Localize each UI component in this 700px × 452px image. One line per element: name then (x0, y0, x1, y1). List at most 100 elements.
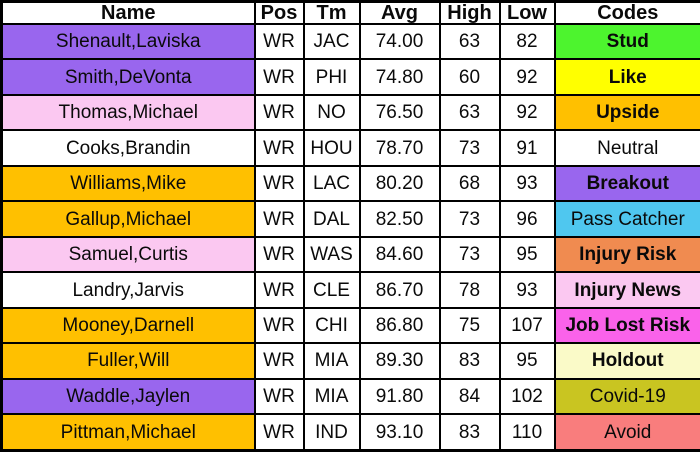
avg-cell: 82.50 (358, 200, 441, 238)
high-cell: 73 (438, 235, 501, 274)
high-cell: 63 (438, 22, 501, 61)
team-cell: PHI (302, 58, 361, 96)
high-cell: 60 (438, 58, 501, 96)
team-cell: CLE (302, 271, 361, 309)
code-cell: Stud (553, 22, 700, 61)
player-name-cell: Shenault,Laviska (0, 22, 256, 61)
player-name-cell: Fuller,Will (0, 342, 256, 380)
code-cell: Neutral (553, 129, 700, 167)
code-cell: Like (553, 58, 700, 96)
player-name-cell: Waddle,Jaylen (0, 377, 256, 416)
high-cell: 68 (438, 164, 501, 203)
code-cell: Breakout (553, 164, 700, 203)
player-name-cell: Pittman,Michael (0, 413, 256, 452)
code-cell: Covid-19 (553, 377, 700, 416)
pos-cell: WR (253, 235, 305, 274)
header-tm: Tm (302, 0, 361, 25)
header-low: Low (498, 0, 556, 25)
high-cell: 78 (438, 271, 501, 309)
player-name-cell: Cooks,Brandin (0, 129, 256, 167)
table-row: Thomas,Michael WR NO 76.50 63 92 Upside (0, 93, 700, 132)
table-row: Pittman,Michael WR IND 93.10 83 110 Avoi… (0, 413, 700, 452)
player-name-cell: Smith,DeVonta (0, 58, 256, 96)
table-row: Waddle,Jaylen WR MIA 91.80 84 102 Covid-… (0, 377, 700, 416)
pos-cell: WR (253, 93, 305, 132)
low-cell: 96 (498, 200, 556, 238)
header-pos: Pos (253, 0, 305, 25)
team-cell: NO (302, 93, 361, 132)
table-row: Williams,Mike WR LAC 80.20 68 93 Breakou… (0, 164, 700, 203)
team-cell: IND (302, 413, 361, 452)
high-cell: 83 (438, 413, 501, 452)
header-codes: Codes (553, 0, 700, 25)
table-row: Mooney,Darnell WR CHI 86.80 75 107 Job L… (0, 306, 700, 345)
header-row: Name Pos Tm Avg High Low Codes (0, 0, 700, 25)
pos-cell: WR (253, 413, 305, 452)
high-cell: 75 (438, 306, 501, 345)
avg-cell: 84.60 (358, 235, 441, 274)
team-cell: HOU (302, 129, 361, 167)
player-name-cell: Thomas,Michael (0, 93, 256, 132)
avg-cell: 89.30 (358, 342, 441, 380)
table-row: Smith,DeVonta WR PHI 74.80 60 92 Like (0, 58, 700, 96)
header-name: Name (0, 0, 256, 25)
low-cell: 93 (498, 164, 556, 203)
table-row: Samuel,Curtis WR WAS 84.60 73 95 Injury … (0, 235, 700, 274)
code-cell: Pass Catcher (553, 200, 700, 238)
code-cell: Injury Risk (553, 235, 700, 274)
low-cell: 82 (498, 22, 556, 61)
team-cell: WAS (302, 235, 361, 274)
high-cell: 84 (438, 377, 501, 416)
team-cell: LAC (302, 164, 361, 203)
low-cell: 110 (498, 413, 556, 452)
pos-cell: WR (253, 377, 305, 416)
pos-cell: WR (253, 58, 305, 96)
table-row: Shenault,Laviska WR JAC 74.00 63 82 Stud (0, 22, 700, 61)
code-cell: Upside (553, 93, 700, 132)
pos-cell: WR (253, 22, 305, 61)
code-cell: Job Lost Risk (553, 306, 700, 345)
code-cell: Holdout (553, 342, 700, 380)
player-name-cell: Mooney,Darnell (0, 306, 256, 345)
player-name-cell: Landry,Jarvis (0, 271, 256, 309)
low-cell: 93 (498, 271, 556, 309)
team-cell: CHI (302, 306, 361, 345)
player-name-cell: Samuel,Curtis (0, 235, 256, 274)
code-cell: Injury News (553, 271, 700, 309)
code-cell: Avoid (553, 413, 700, 452)
table-row: Fuller,Will WR MIA 89.30 83 95 Holdout (0, 342, 700, 380)
low-cell: 107 (498, 306, 556, 345)
table-row: Gallup,Michael WR DAL 82.50 73 96 Pass C… (0, 200, 700, 238)
player-name-cell: Gallup,Michael (0, 200, 256, 238)
player-name-cell: Williams,Mike (0, 164, 256, 203)
team-cell: JAC (302, 22, 361, 61)
low-cell: 95 (498, 342, 556, 380)
avg-cell: 78.70 (358, 129, 441, 167)
pos-cell: WR (253, 200, 305, 238)
low-cell: 102 (498, 377, 556, 416)
avg-cell: 93.10 (358, 413, 441, 452)
pos-cell: WR (253, 129, 305, 167)
high-cell: 73 (438, 129, 501, 167)
avg-cell: 80.20 (358, 164, 441, 203)
pos-cell: WR (253, 164, 305, 203)
table-row: Landry,Jarvis WR CLE 86.70 78 93 Injury … (0, 271, 700, 309)
high-cell: 63 (438, 93, 501, 132)
pos-cell: WR (253, 306, 305, 345)
low-cell: 92 (498, 93, 556, 132)
table-row: Cooks,Brandin WR HOU 78.70 73 91 Neutral (0, 129, 700, 167)
avg-cell: 86.80 (358, 306, 441, 345)
header-high: High (438, 0, 501, 25)
high-cell: 73 (438, 200, 501, 238)
pos-cell: WR (253, 271, 305, 309)
header-avg: Avg (358, 0, 441, 25)
low-cell: 92 (498, 58, 556, 96)
low-cell: 91 (498, 129, 556, 167)
pos-cell: WR (253, 342, 305, 380)
avg-cell: 91.80 (358, 377, 441, 416)
team-cell: MIA (302, 377, 361, 416)
high-cell: 83 (438, 342, 501, 380)
avg-cell: 74.80 (358, 58, 441, 96)
